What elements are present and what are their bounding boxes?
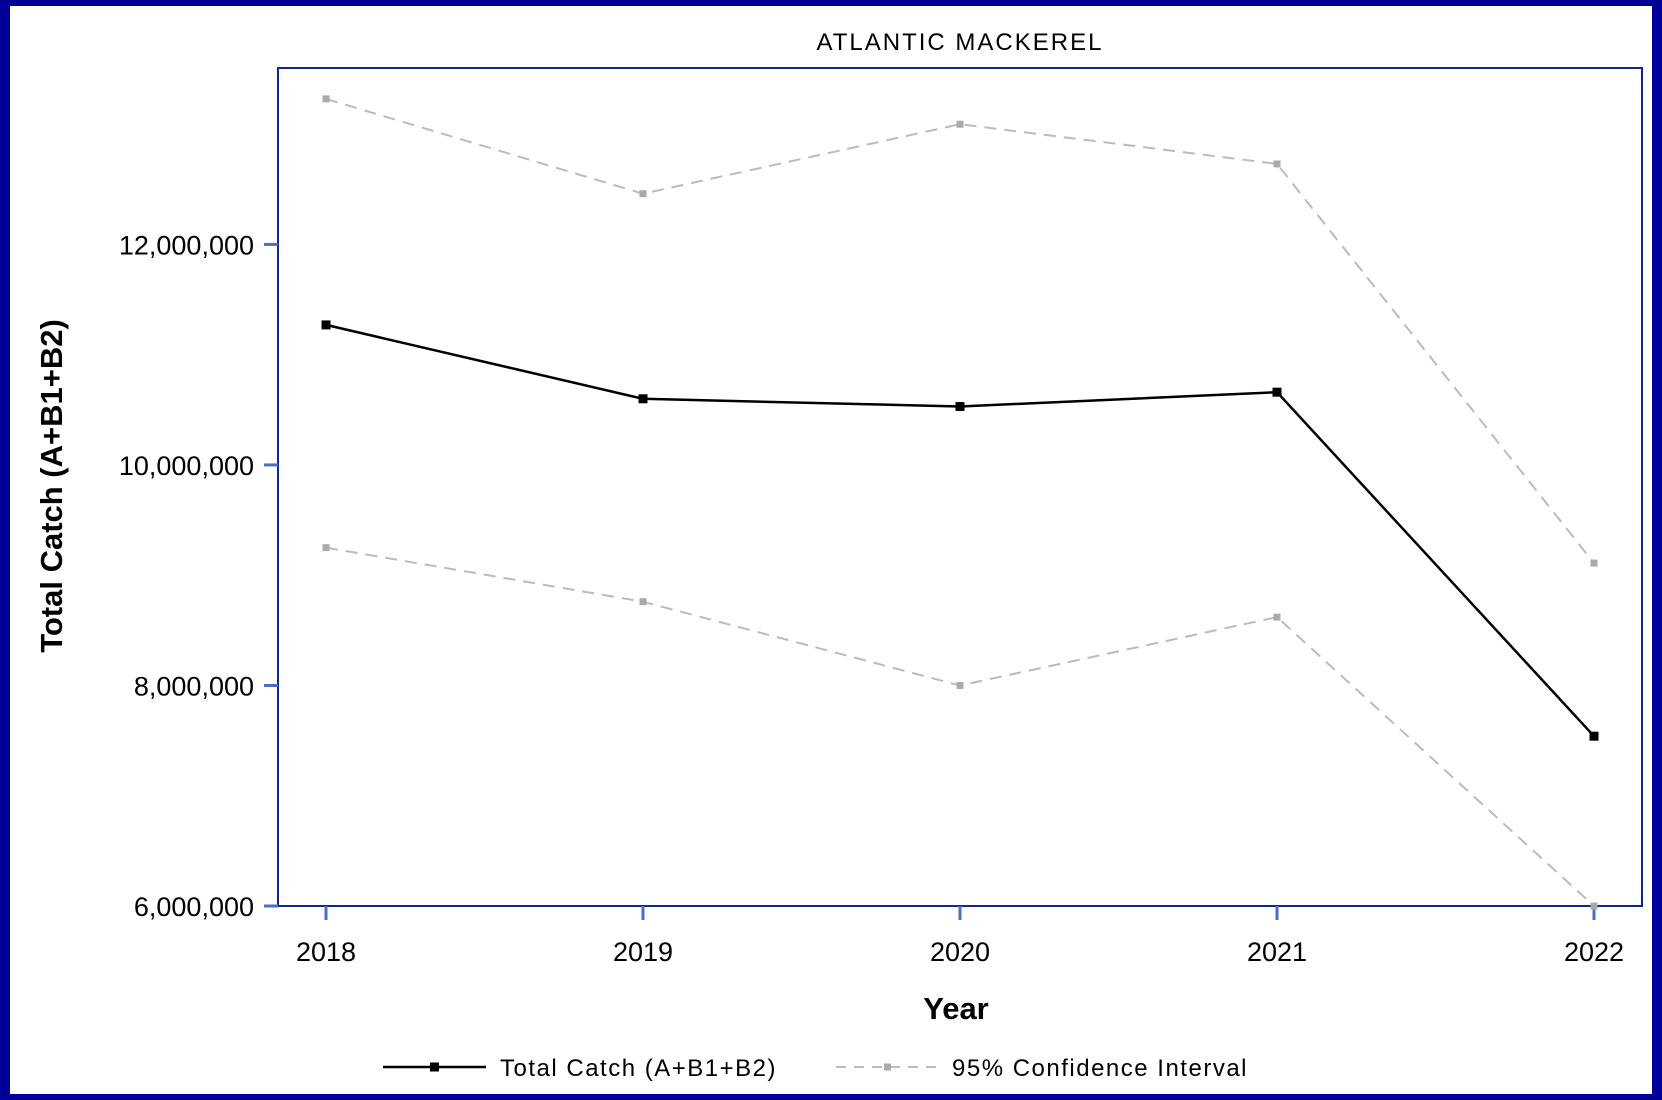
ci-upper-point-0 [322,95,330,103]
y-axis: 6,000,000 8,000,000 10,000,000 12,000,000 [119,230,278,922]
ci-upper-point-1 [639,190,647,198]
plot-area [277,67,1643,907]
chart-background [10,6,1652,1094]
total-catch-point-3 [1272,387,1282,397]
ci-upper-line [325,97,1595,564]
x-tick-label-0: 2018 [296,937,356,967]
x-tick-label-4: 2022 [1564,937,1624,967]
total-catch-point-1 [638,394,648,404]
chart-title: ATLANTIC MACKEREL [817,29,1104,56]
total-catch-point-4 [1589,731,1599,741]
ci-lower-point-0 [322,544,330,552]
legend: Total Catch (A+B1+B2) 95% Confidence Inte… [383,1055,1248,1082]
legend-label-total-catch: Total Catch (A+B1+B2) [500,1055,777,1082]
y-axis-label: Total Catch (A+B1+B2) [34,319,69,653]
legend-marker-total-catch [430,1062,439,1072]
ci-lower-point-4 [1590,902,1598,910]
x-tick-label-3: 2021 [1247,937,1307,967]
total-catch-line [325,323,1595,738]
x-axis-label: Year [923,991,989,1026]
y-tick-label-2: 10,000,000 [119,451,254,481]
legend-label-ci: 95% Confidence Interval [952,1055,1248,1082]
ci-upper-point-4 [1590,559,1598,567]
total-catch-point-2 [955,402,965,412]
legend-marker-ci [884,1063,891,1071]
x-axis: 2018 2019 2020 2021 2022 [296,906,1624,967]
ci-lower-point-1 [639,598,647,606]
y-tick-label-0: 6,000,000 [134,892,254,922]
y-tick-label-3: 12,000,000 [119,230,254,260]
ci-upper-point-3 [1273,160,1281,168]
total-catch-point-0 [321,320,331,330]
ci-upper-point-2 [956,120,964,128]
y-tick-label-1: 8,000,000 [134,671,254,701]
ci-lower-point-3 [1273,613,1281,621]
ci-lower-line [325,546,1595,907]
series-layer [321,95,1599,910]
x-tick-label-2: 2020 [930,937,990,967]
ci-lower-point-2 [956,681,964,689]
x-tick-label-1: 2019 [613,937,673,967]
